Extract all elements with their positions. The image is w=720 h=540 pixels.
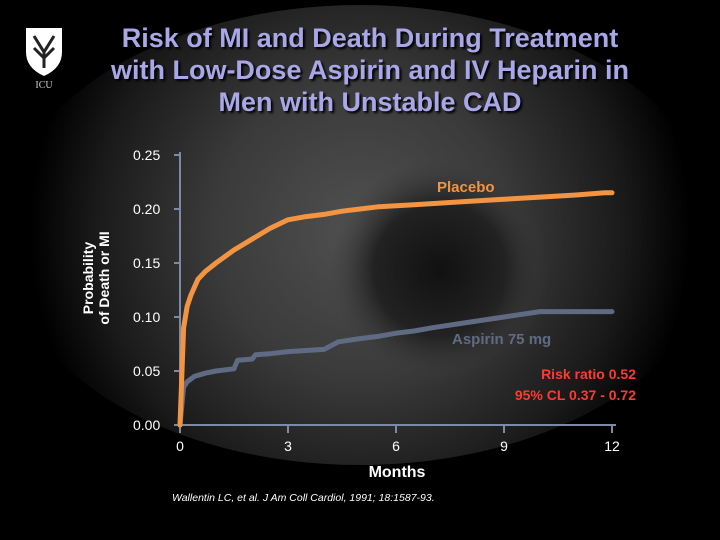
- title-line-3: Men with Unstable CAD: [218, 87, 522, 117]
- y-tick-label: 0.20: [133, 201, 160, 217]
- y-tick-label: 0.00: [133, 417, 160, 433]
- x-tick-label: 9: [500, 438, 508, 454]
- x-tick-label: 3: [284, 438, 292, 454]
- title-line-2: with Low-Dose Aspirin and IV Heparin in: [110, 55, 630, 85]
- x-axis-label: Months: [369, 464, 426, 481]
- placebo-series-label: Placebo: [437, 179, 495, 196]
- risk-ratio-note: Risk ratio 0.52 95% CL 0.37 - 0.72: [460, 364, 636, 406]
- placebo-series-line: [177, 190, 615, 428]
- x-tick-label: 0: [176, 438, 184, 454]
- title-line-1: Risk of MI and Death During Treatment: [121, 23, 619, 53]
- y-tick-label: 0.05: [133, 363, 160, 379]
- risk-ratio-text: Risk ratio 0.52: [541, 366, 636, 382]
- y-tick-label: 0.10: [133, 309, 160, 325]
- aspirin-series-label: Aspirin 75 mg: [452, 331, 551, 348]
- y-tick-label: 0.25: [133, 147, 160, 163]
- aspirin-series-line: [177, 309, 615, 428]
- logo-text: ICU: [35, 80, 53, 91]
- y-tick-label: 0.15: [133, 255, 160, 271]
- x-tick-label: 12: [604, 438, 620, 454]
- x-tick-label: 6: [392, 438, 400, 454]
- citation-footnote: Wallentin LC, et al. J Am Coll Cardiol, …: [172, 492, 435, 504]
- confidence-interval-text: 95% CL 0.37 - 0.72: [514, 387, 636, 403]
- shield-logo: ICU: [26, 28, 62, 91]
- slide-title: Risk of MI and Death During Treatment wi…: [60, 22, 680, 118]
